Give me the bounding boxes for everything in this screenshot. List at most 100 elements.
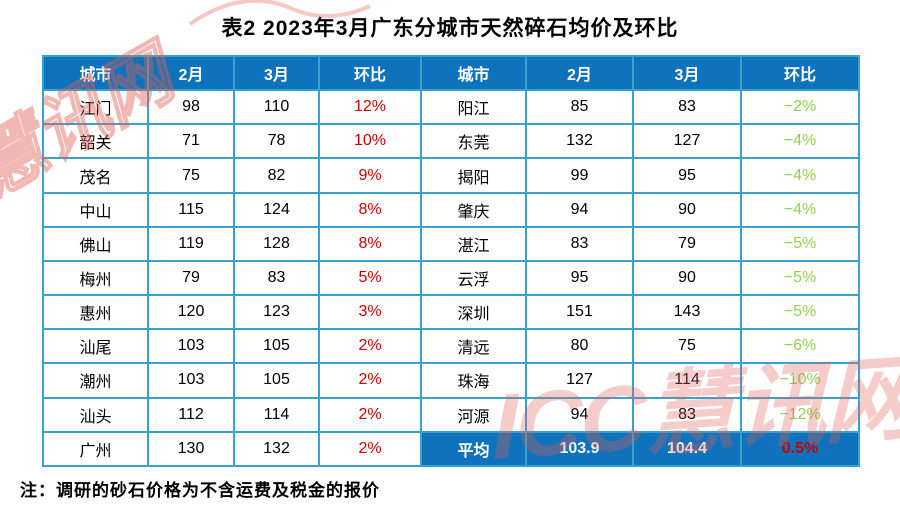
- table-row: 汕头 112 114 2% 河源 94 83 −12%: [42, 396, 860, 433]
- city-cell: 中山: [42, 191, 149, 228]
- table-row-last: 广州 130 132 2% 平均 103.9 104.4 0.5%: [42, 430, 860, 468]
- mar-cell: 143: [632, 294, 742, 331]
- city-cell: 珠海: [420, 362, 527, 399]
- city-cell: 深圳: [420, 294, 527, 331]
- city-cell: 茂名: [42, 157, 149, 194]
- city-cell: 肇庆: [420, 191, 527, 228]
- table-row: 梅州 79 83 5% 云浮 95 90 −5%: [42, 259, 860, 297]
- mom-cell: 10%: [318, 123, 422, 160]
- feb-cell: 103: [147, 328, 235, 365]
- mom-cell: −6%: [740, 328, 860, 365]
- city-cell: 云浮: [420, 259, 527, 297]
- mar-cell: 124: [233, 191, 320, 228]
- mar-cell: 114: [632, 362, 742, 399]
- mar-cell: 75: [632, 328, 742, 365]
- avg-mom-cell: 0.5%: [740, 430, 860, 468]
- mom-cell: −12%: [740, 396, 860, 433]
- table-row: 惠州 120 123 3% 深圳 151 143 −5%: [42, 294, 860, 331]
- col-header-mar-left: 3月: [233, 54, 320, 92]
- feb-cell: 83: [525, 225, 634, 262]
- city-cell: 揭阳: [420, 157, 527, 194]
- city-cell: 江门: [42, 89, 149, 126]
- avg-feb-cell: 103.9: [525, 430, 634, 468]
- mom-cell: −5%: [740, 259, 860, 297]
- feb-cell: 98: [147, 89, 235, 126]
- table-row: 韶关 71 78 10% 东莞 132 127 −4%: [42, 123, 860, 160]
- city-cell: 惠州: [42, 294, 149, 331]
- mom-cell: 5%: [318, 259, 422, 297]
- city-cell: 阳江: [420, 89, 527, 126]
- city-cell: 汕头: [42, 396, 149, 433]
- feb-cell: 151: [525, 294, 634, 331]
- table-row: 佛山 119 128 8% 湛江 83 79 −5%: [42, 225, 860, 262]
- mom-cell: −2%: [740, 89, 860, 126]
- mom-cell: 2%: [318, 328, 422, 365]
- feb-cell: 120: [147, 294, 235, 331]
- mar-cell: 123: [233, 294, 320, 331]
- mom-cell: −4%: [740, 191, 860, 228]
- page-title: 表2 2023年3月广东分城市天然碎石均价及环比: [221, 17, 679, 40]
- mar-cell: 79: [632, 225, 742, 262]
- table-row: 茂名 75 82 9% 揭阳 99 95 −4%: [42, 157, 860, 194]
- col-header-city-right: 城市: [420, 54, 527, 92]
- city-cell: 东莞: [420, 123, 527, 160]
- city-cell: 广州: [42, 430, 149, 468]
- feb-cell: 132: [525, 123, 634, 160]
- mar-cell: 78: [233, 123, 320, 160]
- mar-cell: 90: [632, 191, 742, 228]
- col-header-mom-right: 环比: [740, 54, 860, 92]
- mom-cell: 3%: [318, 294, 422, 331]
- city-cell: 梅州: [42, 259, 149, 297]
- table-row: 中山 115 124 8% 肇庆 94 90 −4%: [42, 191, 860, 228]
- mom-cell: 12%: [318, 89, 422, 126]
- feb-cell: 103: [147, 362, 235, 399]
- mar-cell: 83: [632, 396, 742, 433]
- header-row: 城市 2月 3月 环比 城市 2月 3月 环比: [42, 54, 860, 92]
- mar-cell: 128: [233, 225, 320, 262]
- mom-cell: −5%: [740, 294, 860, 331]
- city-cell: 清远: [420, 328, 527, 365]
- mar-cell: 83: [233, 259, 320, 297]
- avg-label-cell: 平均: [420, 430, 527, 468]
- mar-cell: 105: [233, 328, 320, 365]
- table-row: 江门 98 110 12% 阳江 85 83 −2%: [42, 89, 860, 126]
- feb-cell: 75: [147, 157, 235, 194]
- mar-cell: 83: [632, 89, 742, 126]
- mom-cell: −4%: [740, 123, 860, 160]
- mar-cell: 110: [233, 89, 320, 126]
- feb-cell: 80: [525, 328, 634, 365]
- mom-cell: 8%: [318, 191, 422, 228]
- feb-cell: 94: [525, 191, 634, 228]
- col-header-mar-right: 3月: [632, 54, 742, 92]
- feb-cell: 79: [147, 259, 235, 297]
- city-cell: 湛江: [420, 225, 527, 262]
- table-row: 潮州 103 105 2% 珠海 127 114 −10%: [42, 362, 860, 399]
- feb-cell: 85: [525, 89, 634, 126]
- city-cell: 韶关: [42, 123, 149, 160]
- mom-cell: 9%: [318, 157, 422, 194]
- col-header-city-left: 城市: [42, 54, 149, 92]
- mar-cell: 95: [632, 157, 742, 194]
- col-header-feb-right: 2月: [525, 54, 634, 92]
- feb-cell: 130: [147, 430, 235, 468]
- table-row: 汕尾 103 105 2% 清远 80 75 −6%: [42, 328, 860, 365]
- feb-cell: 115: [147, 191, 235, 228]
- col-header-mom-left: 环比: [318, 54, 422, 92]
- mom-cell: −4%: [740, 157, 860, 194]
- mom-cell: 8%: [318, 225, 422, 262]
- mom-cell: 2%: [318, 430, 422, 468]
- mom-cell: −5%: [740, 225, 860, 262]
- city-cell: 佛山: [42, 225, 149, 262]
- mar-cell: 90: [632, 259, 742, 297]
- feb-cell: 71: [147, 123, 235, 160]
- feb-cell: 99: [525, 157, 634, 194]
- feb-cell: 119: [147, 225, 235, 262]
- mar-cell: 114: [233, 396, 320, 433]
- feb-cell: 94: [525, 396, 634, 433]
- city-cell: 河源: [420, 396, 527, 433]
- feb-cell: 112: [147, 396, 235, 433]
- city-cell: 潮州: [42, 362, 149, 399]
- city-cell: 汕尾: [42, 328, 149, 365]
- mom-cell: 2%: [318, 362, 422, 399]
